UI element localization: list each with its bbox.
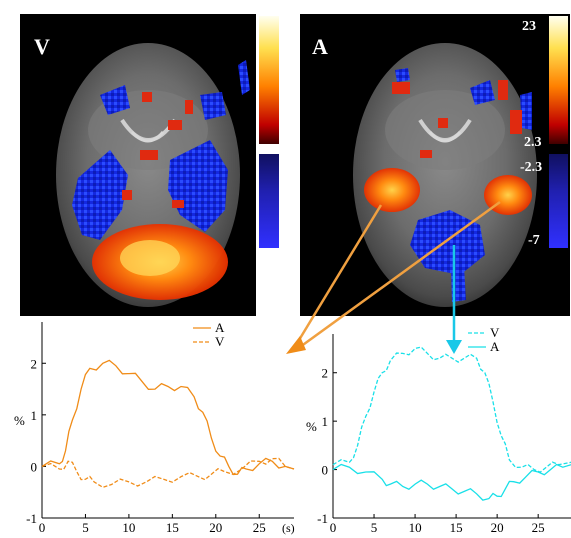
legend-label: A [490,339,500,354]
orange-arrowhead [286,336,306,354]
colorbar-right-max: 23 [522,19,536,34]
negative-activation-v [72,60,250,240]
x-tick-label: 15 [166,520,179,535]
x-tick-label: 0 [39,520,46,535]
colorbar-right: 23 2.3 -2.3 -7 [520,16,568,248]
x-tick-label: 20 [209,520,222,535]
series-line-a-solid [332,463,571,501]
x-tick-label: 5 [371,520,378,535]
series-line-v-dashed [41,457,295,489]
legend-label: V [215,334,225,349]
colorbar-left-neg-max: -12 [283,233,302,248]
x-tick-label: 0 [330,520,337,535]
cyan-arrowhead [446,340,462,354]
y-tick-label: -1 [317,511,328,526]
y-tick-label: 2 [322,366,329,381]
y-tick-label: 0 [31,459,38,474]
colorbar-left-max: 30 [283,21,297,36]
y-tick-label: 1 [322,414,329,429]
y-tick-label: 1 [31,408,38,423]
colorbar-right-neg-max: -7 [528,233,540,248]
y-axis-label: % [14,413,25,428]
brain-panel-a: A [300,14,570,316]
x-axis-label: (s) [282,521,295,535]
y-tick-label: -1 [26,511,37,526]
colorbar-left-neg-min: -2.3 [283,164,305,179]
y-tick-label: 0 [322,463,329,478]
series-line-a-solid [41,359,295,476]
legend-label: A [215,320,225,335]
positive-activation-a [392,80,522,158]
y-axis-label: % [306,419,317,434]
brain-panel-v: V [20,14,256,316]
x-tick-label: 25 [253,520,266,535]
x-tick-label: 10 [122,520,135,535]
x-tick-label: 15 [450,520,463,535]
x-tick-label: 10 [409,520,422,535]
colorbar-right-pos-min: 2.3 [524,135,542,150]
legend-label: V [490,325,500,340]
y-tick-label: 2 [31,356,38,371]
colorbar-left: 30 2.3 -2.3 -12 [259,16,305,248]
x-tick-label: 25 [532,520,545,535]
series-line-v-dashed [332,346,571,473]
colorbar-left-pos-min: 2.3 [283,135,301,150]
x-tick-label: 20 [491,520,504,535]
x-tick-label: 5 [82,520,89,535]
positive-activation-v [122,92,193,208]
panel-label-v: V [34,34,50,59]
colorbar-right-neg-min: -2.3 [520,160,542,175]
annotation-arrows [286,200,501,354]
panel-label-a: A [312,34,328,59]
